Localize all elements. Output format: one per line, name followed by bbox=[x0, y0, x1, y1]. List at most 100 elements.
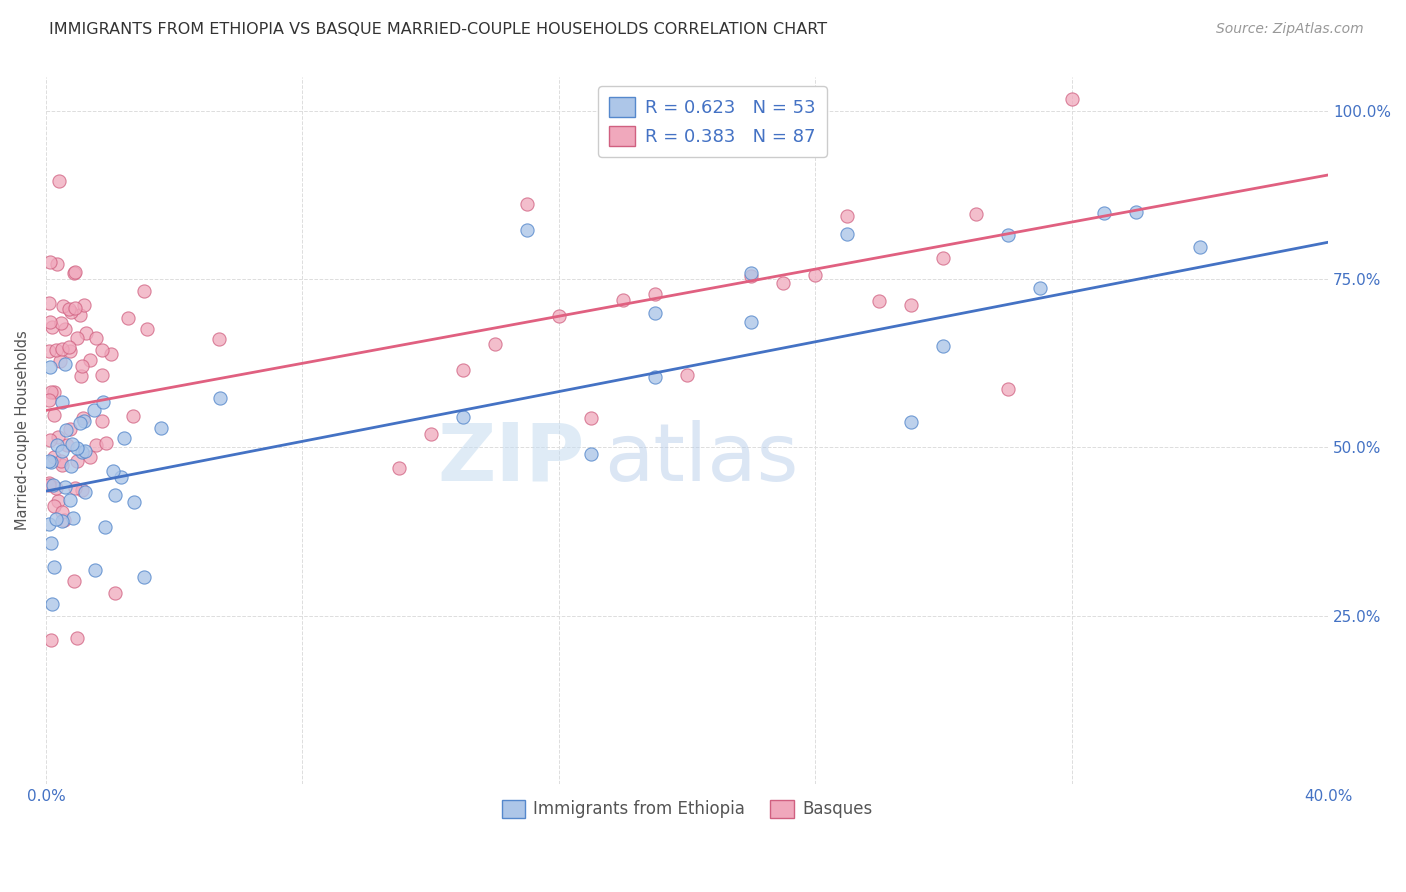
Point bbox=[63, 574, 86, 588]
Point bbox=[39, 359, 62, 374]
Point bbox=[52, 299, 75, 313]
Point bbox=[66, 331, 89, 345]
Point bbox=[55, 480, 77, 494]
Point bbox=[52, 513, 75, 527]
Point bbox=[51, 514, 73, 528]
Point bbox=[579, 411, 602, 425]
Point bbox=[740, 266, 762, 280]
Point bbox=[932, 252, 955, 266]
Point bbox=[932, 339, 955, 353]
Point bbox=[93, 395, 115, 409]
Point bbox=[51, 394, 73, 409]
Point bbox=[41, 319, 63, 334]
Point bbox=[79, 450, 101, 465]
Point bbox=[419, 427, 441, 442]
Point bbox=[62, 510, 84, 524]
Text: IMMIGRANTS FROM ETHIOPIA VS BASQUE MARRIED-COUPLE HOUSEHOLDS CORRELATION CHART: IMMIGRANTS FROM ETHIOPIA VS BASQUE MARRI… bbox=[49, 22, 827, 37]
Text: ZIP: ZIP bbox=[437, 420, 585, 498]
Point bbox=[39, 633, 62, 648]
Point bbox=[644, 306, 666, 320]
Point bbox=[59, 305, 82, 319]
Point bbox=[70, 369, 93, 384]
Point bbox=[837, 209, 859, 223]
Point bbox=[997, 228, 1019, 243]
Point bbox=[73, 444, 96, 458]
Point bbox=[63, 267, 86, 281]
Point bbox=[66, 454, 89, 468]
Point bbox=[612, 293, 634, 307]
Point bbox=[42, 450, 65, 464]
Point bbox=[804, 268, 827, 282]
Point bbox=[51, 316, 73, 330]
Point bbox=[42, 499, 65, 513]
Point bbox=[547, 309, 569, 323]
Point bbox=[51, 443, 73, 458]
Point bbox=[837, 227, 859, 242]
Point bbox=[59, 343, 82, 358]
Point bbox=[55, 357, 77, 371]
Point bbox=[84, 563, 107, 577]
Point bbox=[644, 287, 666, 301]
Point bbox=[38, 516, 60, 531]
Point bbox=[45, 437, 67, 451]
Point bbox=[1028, 281, 1050, 295]
Point bbox=[84, 438, 107, 452]
Point bbox=[900, 415, 922, 429]
Point bbox=[38, 476, 60, 491]
Point bbox=[104, 585, 127, 599]
Point bbox=[579, 447, 602, 461]
Point bbox=[60, 436, 83, 450]
Point bbox=[42, 560, 65, 574]
Point bbox=[44, 385, 66, 400]
Point bbox=[134, 570, 156, 584]
Point bbox=[49, 353, 72, 368]
Point bbox=[112, 431, 135, 445]
Point bbox=[46, 430, 69, 444]
Point bbox=[72, 483, 94, 498]
Point bbox=[91, 414, 114, 428]
Point bbox=[1125, 204, 1147, 219]
Point bbox=[51, 505, 73, 519]
Point bbox=[39, 385, 62, 400]
Point bbox=[58, 302, 80, 317]
Point bbox=[75, 326, 97, 341]
Point bbox=[83, 403, 105, 417]
Legend: Immigrants from Ethiopia, Basques: Immigrants from Ethiopia, Basques bbox=[495, 793, 879, 825]
Point bbox=[63, 481, 86, 495]
Point bbox=[38, 392, 60, 407]
Point bbox=[110, 469, 132, 483]
Point bbox=[75, 485, 97, 500]
Point bbox=[45, 481, 67, 495]
Point bbox=[59, 493, 82, 508]
Point bbox=[53, 322, 76, 336]
Point bbox=[676, 368, 699, 382]
Point bbox=[59, 422, 82, 436]
Point bbox=[63, 301, 86, 316]
Point bbox=[38, 478, 60, 492]
Point bbox=[73, 413, 96, 427]
Point bbox=[58, 340, 80, 354]
Point bbox=[48, 174, 70, 188]
Point bbox=[387, 461, 409, 475]
Text: atlas: atlas bbox=[603, 420, 799, 498]
Point bbox=[59, 458, 82, 473]
Point bbox=[69, 416, 91, 430]
Point bbox=[51, 342, 73, 356]
Point bbox=[772, 277, 794, 291]
Point bbox=[45, 343, 67, 357]
Point bbox=[900, 298, 922, 312]
Point bbox=[96, 435, 118, 450]
Point bbox=[451, 409, 474, 424]
Point bbox=[69, 309, 91, 323]
Point bbox=[91, 343, 114, 357]
Point bbox=[38, 254, 60, 268]
Point bbox=[44, 409, 66, 423]
Point bbox=[150, 421, 173, 435]
Point bbox=[38, 315, 60, 329]
Text: Source: ZipAtlas.com: Source: ZipAtlas.com bbox=[1216, 22, 1364, 37]
Point bbox=[66, 632, 89, 646]
Point bbox=[45, 512, 67, 526]
Point bbox=[46, 493, 69, 508]
Point bbox=[516, 223, 538, 237]
Point bbox=[49, 454, 72, 468]
